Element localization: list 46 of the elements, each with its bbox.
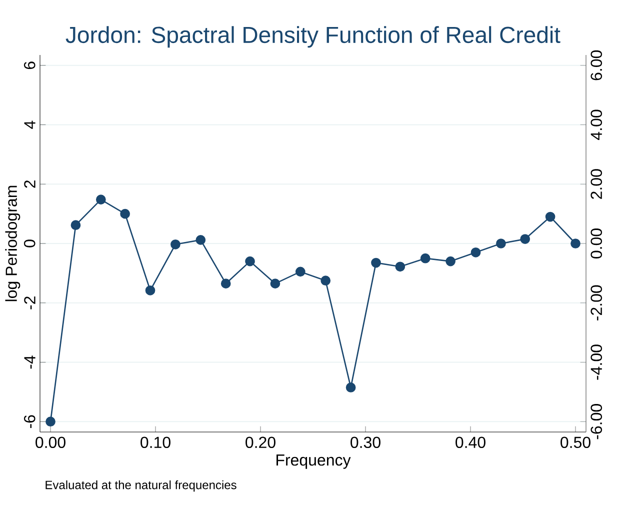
y2-tick-label: 6.00	[590, 50, 602, 80]
x-tick-label: 0.30	[350, 436, 380, 448]
point	[170, 239, 180, 250]
y-tick-label: 0	[24, 240, 36, 248]
y2-tick-label: -6.00	[590, 404, 602, 440]
point	[220, 278, 231, 289]
y-tick-label: 4	[24, 120, 36, 129]
y-axis-title: log Periodogram	[5, 186, 20, 302]
y2-tick-label: 4.00	[590, 110, 602, 140]
y2-tick-label: -2.00	[590, 285, 602, 320]
point	[295, 266, 306, 277]
point	[570, 238, 580, 248]
y-tick-label: -2	[24, 296, 36, 310]
point	[395, 262, 406, 272]
x-axis-title: Frequency	[276, 454, 351, 469]
x-tick-label: 0.20	[246, 436, 276, 448]
point	[470, 247, 481, 258]
point	[196, 234, 206, 245]
point	[270, 278, 280, 289]
point	[245, 256, 255, 266]
y-tick-label: -4	[24, 356, 36, 369]
y2-tick-label: -4.00	[590, 344, 602, 380]
point	[70, 220, 81, 230]
x-tick-label: 0.40	[456, 436, 486, 448]
point	[120, 208, 130, 219]
y-tick-label: -6	[24, 415, 36, 428]
point	[96, 194, 106, 204]
point	[46, 416, 56, 427]
point	[520, 234, 530, 244]
point	[545, 212, 556, 222]
x-tick-label: 0.50	[560, 436, 590, 448]
y-tick-label: 6	[24, 62, 36, 70]
y2-tick-label: 0.00	[590, 228, 602, 258]
point	[371, 258, 381, 268]
point	[446, 256, 456, 266]
point	[145, 285, 156, 296]
x-tick-label: 0.00	[36, 436, 66, 448]
point	[346, 382, 356, 392]
point	[420, 253, 430, 264]
x-tick-label: 0.10	[140, 436, 170, 448]
y-tick-label: 2	[24, 180, 36, 188]
chart-title: Jordon: Spactral Density Function of Real Credit	[66, 26, 560, 48]
text: Evaluated at the natural frequencies	[46, 480, 236, 492]
point	[320, 276, 331, 286]
point	[496, 238, 506, 248]
y2-tick-label: 2.00	[590, 169, 602, 199]
